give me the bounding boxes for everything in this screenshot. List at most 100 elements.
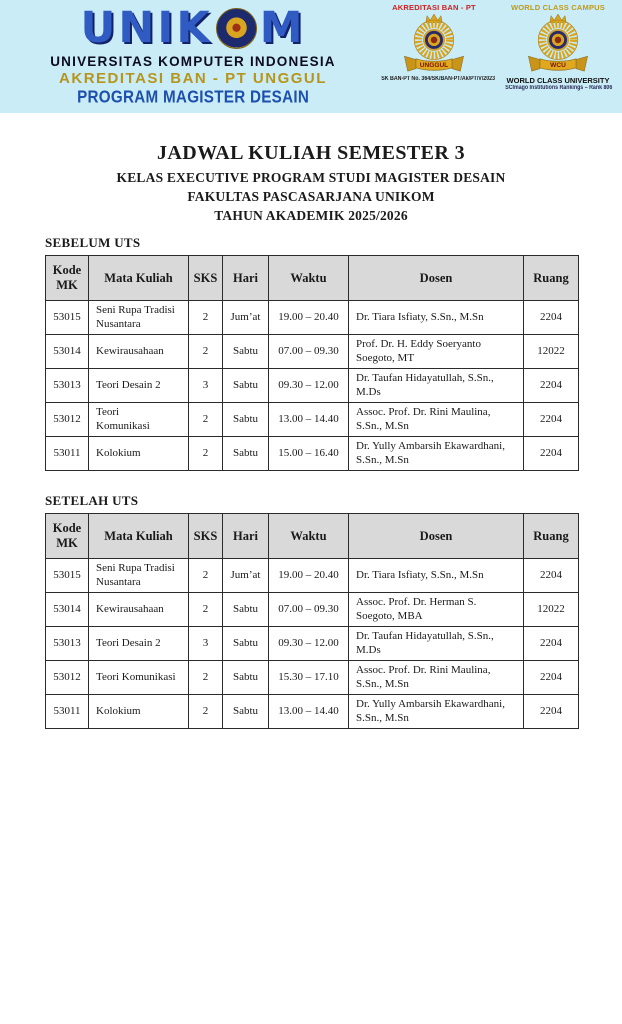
table-cell: 2204: [523, 660, 579, 695]
table-cell: 2204: [523, 402, 579, 437]
column-header: Dosen: [348, 255, 524, 301]
table-cell: 53013: [45, 368, 89, 403]
table-cell: 2204: [523, 694, 579, 729]
table-cell: Kewirausahaan: [88, 592, 189, 627]
column-header: Kode MK: [45, 255, 89, 301]
university-name: UNIVERSITAS KOMPUTER INDONESIA: [50, 54, 336, 69]
document-subtitle-year: TAHUN AKADEMIK 2025/2026: [214, 208, 408, 223]
table-cell: 2: [188, 592, 223, 627]
table-row: 53013 Teori Desain 2 3 Sabtu 09.30 – 12.00 Dr…: [45, 368, 579, 403]
table-cell: Kolokium: [88, 436, 189, 471]
wordmark-text-left: UNIK: [80, 3, 213, 53]
table-cell: 2: [188, 334, 223, 369]
table-cell: 53011: [45, 694, 89, 729]
badge-caption-wcu: WORLD CLASS UNIVERSITY: [506, 76, 610, 85]
table-cell: 15.00 – 16.40: [268, 436, 349, 471]
table-row: 53013 Teori Desain 2 3 Sabtu 09.30 – 12.00 Dr…: [45, 626, 579, 661]
document-title: JADWAL KULIAH SEMESTER 3: [157, 142, 465, 164]
table-cell: Sabtu: [222, 626, 269, 661]
column-header: SKS: [188, 255, 223, 301]
table-cell: 2204: [523, 626, 579, 661]
table-cell: 53012: [45, 660, 89, 695]
column-header: Dosen: [348, 513, 524, 559]
table-cell: 2204: [523, 300, 579, 335]
table-cell: Prof. Dr. H. Eddy Soeryanto Soegoto, MT: [348, 334, 524, 369]
badge-akreditasi-ban-pt: AKREDITASI BAN - PT UNGGUL SK BAN-PT No.…: [374, 3, 496, 113]
table-cell: Assoc. Prof. Dr. Rini Maulina, S.Sn., M.…: [348, 660, 524, 695]
badge-caption-scimago: SCImago Institutions Rankings – Rank 806: [505, 85, 613, 91]
laurel-wreath-crown-icon: WCU: [528, 13, 588, 72]
section-label-before-uts: SEBELUM UTS: [45, 235, 141, 250]
badge-world-class-campus: WORLD CLASS CAMPUS WCU WORLD CLASS UNIVE…: [498, 3, 618, 113]
column-header: Hari: [222, 513, 269, 559]
table-cell: 19.00 – 20.40: [268, 558, 349, 593]
column-header: Ruang: [523, 513, 579, 559]
laurel-wreath-crown-icon: UNGGUL: [404, 13, 464, 72]
table-cell: Sabtu: [222, 592, 269, 627]
table-cell: Teori Desain 2: [88, 626, 189, 661]
table-cell: 19.00 – 20.40: [268, 300, 349, 335]
table-cell: 12022: [523, 334, 579, 369]
table-cell: Dr. Yully Ambarsih Ekawardhani, S.Sn., M…: [348, 694, 524, 729]
document-subtitle-class: KELAS EXECUTIVE PROGRAM STUDI MAGISTER D…: [116, 170, 506, 185]
table-cell: Teori Komunikasi: [88, 402, 189, 437]
schedule-section-after-uts: SETELAH UTS Kode MK Mata Kuliah SKS Hari Wak…: [45, 493, 579, 729]
accreditation-line: AKREDITASI BAN - PT UNGGUL: [59, 70, 327, 87]
table-cell: 07.00 – 09.30: [268, 592, 349, 627]
table-cell: 2: [188, 402, 223, 437]
column-header: Mata Kuliah: [88, 513, 189, 559]
section-label-after-uts: SETELAH UTS: [45, 493, 139, 508]
table-cell: 12022: [523, 592, 579, 627]
table-cell: 2204: [523, 558, 579, 593]
table-cell: 53012: [45, 402, 89, 437]
table-cell: Sabtu: [222, 660, 269, 695]
column-header: Waktu: [268, 513, 349, 559]
table-cell: 15.30 – 17.10: [268, 660, 349, 695]
table-cell: Kolokium: [88, 694, 189, 729]
table-row: 53014 Kewirausahaan 2 Sabtu 07.00 – 09.30 Ass…: [45, 592, 579, 627]
table-cell: 2: [188, 694, 223, 729]
ribbon-label: UNGGUL: [420, 62, 448, 69]
table-cell: 2204: [523, 436, 579, 471]
table-cell: 13.00 – 14.40: [268, 402, 349, 437]
table-cell: Dr. Tiara Isfiaty, S.Sn., M.Sn: [348, 558, 524, 593]
table-cell: 13.00 – 14.40: [268, 694, 349, 729]
university-logo-block: UNIK M UNIVERSITAS KOMPUTER INDONESIA AK…: [18, 0, 368, 113]
table-cell: Dr. Yully Ambarsih Ekawardhani, S.Sn., M…: [348, 436, 524, 471]
table-row: 53011 Kolokium 2 Sabtu 15.00 – 16.40 Dr. Yull…: [45, 436, 579, 471]
table-row: 53012 Teori Komunikasi 2 Sabtu 13.00 – 14.40…: [45, 402, 579, 437]
schedule-table-after-uts: Kode MK Mata Kuliah SKS Hari Waktu Dosen Ruang…: [45, 513, 579, 729]
table-cell: 53011: [45, 436, 89, 471]
document-title-block: JADWAL KULIAH SEMESTER 3 KELAS EXECUTIVE…: [0, 141, 622, 225]
unikom-seal-icon: [215, 7, 257, 49]
column-header: Waktu: [268, 255, 349, 301]
table-cell: Sabtu: [222, 334, 269, 369]
table-row: 53011 Kolokium 2 Sabtu 13.00 – 14.40 Dr. Yull…: [45, 694, 579, 729]
table-cell: 3: [188, 368, 223, 403]
schedule-table-before-uts: Kode MK Mata Kuliah SKS Hari Waktu Dosen Ruang…: [45, 255, 579, 471]
table-cell: 53015: [45, 558, 89, 593]
table-cell: 09.30 – 12.00: [268, 626, 349, 661]
document-subtitle-faculty: FAKULTAS PASCASARJANA UNIKOM: [187, 189, 435, 204]
table-cell: Assoc. Prof. Dr. Herman S. Soegoto, MBA: [348, 592, 524, 627]
table-cell: Seni Rupa Tradisi Nusantara: [88, 300, 189, 335]
table-cell: 53015: [45, 300, 89, 335]
column-header: Ruang: [523, 255, 579, 301]
table-cell: 2: [188, 558, 223, 593]
table-cell: Sabtu: [222, 402, 269, 437]
badge-caption-sk: SK BAN-PT No. 364/SK/BAN-PT/Ak/PT/V/2023: [381, 76, 496, 82]
table-cell: 3: [188, 626, 223, 661]
table-cell: 53013: [45, 626, 89, 661]
table-cell: Kewirausahaan: [88, 334, 189, 369]
program-name: PROGRAM MAGISTER DESAIN: [76, 88, 310, 107]
column-header: Mata Kuliah: [88, 255, 189, 301]
badge-title: WORLD CLASS CAMPUS: [510, 3, 605, 12]
table-cell: Teori Komunikasi: [88, 660, 189, 695]
badge-title: AKREDITASI BAN - PT: [392, 3, 476, 12]
table-cell: Teori Desain 2: [88, 368, 189, 403]
table-cell: 53014: [45, 334, 89, 369]
table-header-row: Kode MK Mata Kuliah SKS Hari Waktu Dosen Ruang: [45, 513, 579, 559]
table-cell: Sabtu: [222, 436, 269, 471]
column-header: Kode MK: [45, 513, 89, 559]
